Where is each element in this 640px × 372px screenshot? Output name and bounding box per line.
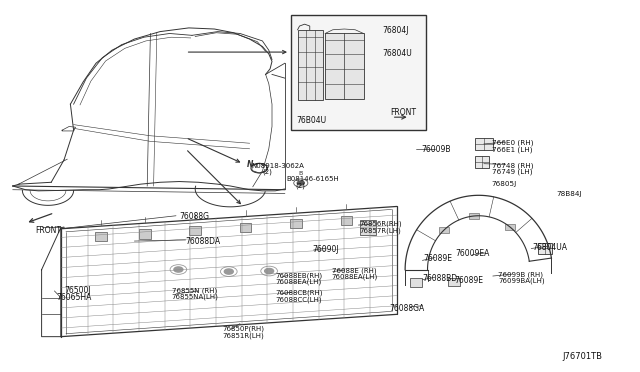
Text: 76088BD: 76088BD [422,274,458,283]
Text: 76088EB(RH): 76088EB(RH) [275,273,323,279]
Text: 76088GA: 76088GA [389,304,424,312]
Text: 76855NA(LH): 76855NA(LH) [172,294,218,300]
Text: 76749 (LH): 76749 (LH) [492,169,532,176]
Bar [291,15,426,130]
Text: FRONT: FRONT [35,226,61,235]
Text: 76855N (RH): 76855N (RH) [172,288,217,294]
Circle shape [225,269,234,274]
Text: 76B04U: 76B04U [296,116,326,125]
Text: 766E0 (RH): 766E0 (RH) [492,140,533,147]
Text: 76850P(RH): 76850P(RH) [223,326,265,333]
Text: 76088EA(LH): 76088EA(LH) [275,279,321,285]
Text: 76748 (RH): 76748 (RH) [492,162,533,169]
Text: 76099BA(LH): 76099BA(LH) [498,278,545,284]
Bar [448,278,460,286]
Text: 76088G: 76088G [179,212,209,221]
Text: 76804UA: 76804UA [532,243,568,252]
Bar [538,243,552,254]
Text: 76009B: 76009B [421,145,451,154]
Text: 76065HA: 76065HA [56,293,92,302]
Text: 76805J: 76805J [492,181,516,187]
Text: 78B84J: 78B84J [557,191,582,197]
Text: 76088DA: 76088DA [186,237,221,246]
Text: 76088EA(LH): 76088EA(LH) [332,274,378,280]
Text: B08146-6165H: B08146-6165H [287,176,339,182]
Text: 76088CB(RH): 76088CB(RH) [275,290,323,296]
Text: 76804J: 76804J [383,26,409,35]
Bar [189,226,201,235]
Bar [298,30,323,100]
Text: 76851R(LH): 76851R(LH) [223,332,264,339]
Text: 76856R(RH): 76856R(RH) [360,221,403,227]
Text: 76099B (RH): 76099B (RH) [498,271,543,278]
Text: 76857R(LH): 76857R(LH) [360,227,401,234]
Text: N08918-3062A: N08918-3062A [252,163,305,169]
Bar [410,278,422,287]
Bar [439,227,449,233]
Text: 76088CC(LH): 76088CC(LH) [275,296,322,303]
Bar [340,216,352,225]
Bar [291,219,302,228]
Bar [505,224,515,230]
Bar [475,156,489,168]
Text: 76090J: 76090J [312,245,339,254]
Text: 76089E: 76089E [454,276,483,285]
Circle shape [174,267,183,272]
Text: 766E1 (LH): 766E1 (LH) [492,147,532,153]
Text: B: B [299,171,303,176]
Bar [139,229,150,238]
Bar [95,232,107,241]
Text: 76804U: 76804U [383,49,412,58]
Text: 76500J: 76500J [64,286,91,295]
Text: (2): (2) [262,169,272,176]
Text: J76701TB: J76701TB [562,352,602,361]
Text: 76088E (RH): 76088E (RH) [332,267,376,274]
Bar [360,220,376,235]
Bar [240,222,252,232]
Circle shape [297,181,304,185]
Bar [468,213,479,219]
Bar [325,33,364,99]
Text: 76009EA: 76009EA [456,249,490,258]
Bar [475,138,493,150]
Text: N: N [246,160,253,169]
Text: 76089E: 76089E [424,254,452,263]
Text: FRONT: FRONT [390,108,417,117]
Circle shape [265,269,274,274]
Text: (2): (2) [296,183,305,189]
